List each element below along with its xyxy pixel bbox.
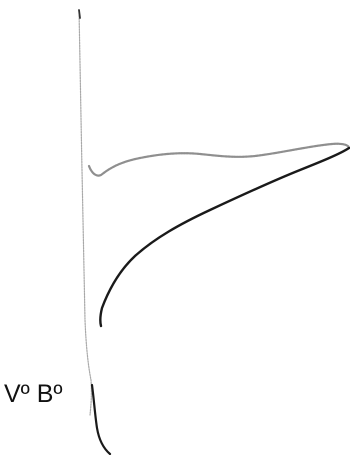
signature-vertical-stroke (78, 9, 93, 416)
signature-top-tick (78, 9, 81, 19)
signature-main-stroke (99, 146, 350, 328)
approval-label: Vº Bº (4, 380, 63, 408)
signature-upper-loop (87, 142, 350, 177)
signature-tail-stroke (90, 383, 112, 455)
